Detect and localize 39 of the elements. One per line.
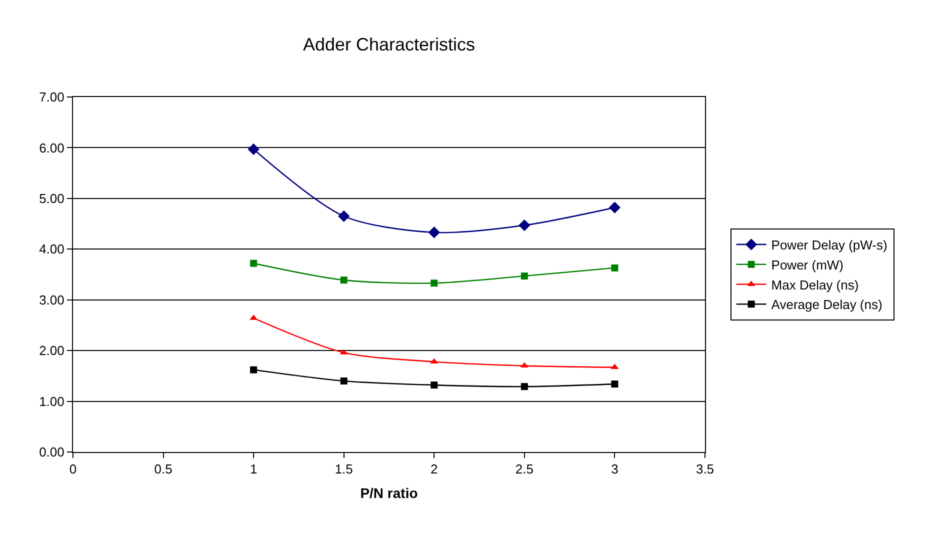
x-tick-label: 0 — [69, 462, 77, 477]
point — [520, 383, 528, 390]
point — [611, 264, 618, 272]
point — [610, 364, 619, 370]
point — [250, 260, 258, 267]
y-tick-label: 6.00 — [39, 140, 64, 156]
point — [430, 382, 438, 389]
y-tick-label: 1.00 — [39, 394, 64, 409]
y-tick-label: 7.00 — [39, 90, 64, 105]
x-tick-label: 3.5 — [696, 462, 714, 477]
x-tick-label: 1.5 — [334, 462, 353, 477]
chart-title: Adder Characteristics — [302, 34, 476, 54]
point — [340, 276, 348, 284]
point — [430, 280, 438, 287]
y-tick-label: 2.00 — [39, 343, 64, 358]
y-tick-label: 4.00 — [39, 242, 64, 257]
point — [608, 202, 621, 214]
point — [520, 272, 528, 280]
point — [520, 362, 528, 368]
legend-label: Max Delay (ns) — [771, 277, 859, 292]
point — [338, 210, 350, 222]
x-tick-label: 3 — [611, 462, 618, 477]
point — [250, 366, 258, 374]
x-tick-label: 0.5 — [154, 462, 172, 477]
x-tick-label: 1 — [250, 462, 258, 477]
point — [611, 380, 618, 388]
point — [518, 219, 530, 232]
y-tick-label: 0.00 — [39, 444, 64, 460]
y-tick-label: 3.00 — [39, 292, 64, 308]
y-tick-label: 5.00 — [39, 190, 64, 206]
point — [248, 143, 260, 156]
x-tick-label: 2.5 — [515, 462, 534, 477]
x-axis-title: P/N ratio — [360, 484, 418, 501]
point — [428, 226, 440, 238]
legend-label: Average Delay (ns) — [771, 297, 882, 312]
legend-label: Power (mW) — [771, 257, 844, 272]
legend-label: Power Delay (pW-s) — [771, 238, 888, 253]
x-tick-label: 2 — [430, 462, 438, 477]
point — [340, 378, 348, 384]
